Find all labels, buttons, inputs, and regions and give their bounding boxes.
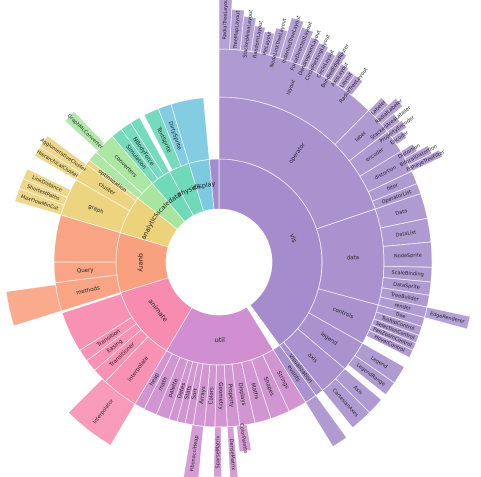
sunburst-arc-encoder-24	[391, 130, 408, 145]
sunburst-arc-segment-83	[5, 284, 62, 327]
sunburst-arc-nodesprite-34	[382, 241, 433, 268]
sunburst-arc-segment-80	[61, 293, 133, 351]
sunburst-arc-edgerenderer-39	[424, 306, 471, 330]
sunburst-arc-sparsematrix-72	[213, 426, 223, 477]
sunburst-arc-linkdistance-90	[22, 168, 71, 198]
sunburst-center-hole	[167, 210, 271, 314]
sunburst-arc-colorpalette-70	[236, 424, 252, 453]
sunburst-arc-hovercontrol-45	[366, 329, 414, 358]
sunburst-arc-densematrix-71	[226, 426, 239, 477]
sunburst-arc-radialtreelayout-17	[343, 74, 364, 96]
sunburst-arc-interpolator-76	[67, 378, 136, 446]
sunburst-arc-fibonacciheap-73	[183, 424, 204, 477]
sunburst-arc-legendrange-48	[347, 355, 395, 396]
sunburst-arc-graphmlconverter-98	[64, 111, 105, 151]
sunburst-arc-segment-108	[208, 158, 220, 210]
